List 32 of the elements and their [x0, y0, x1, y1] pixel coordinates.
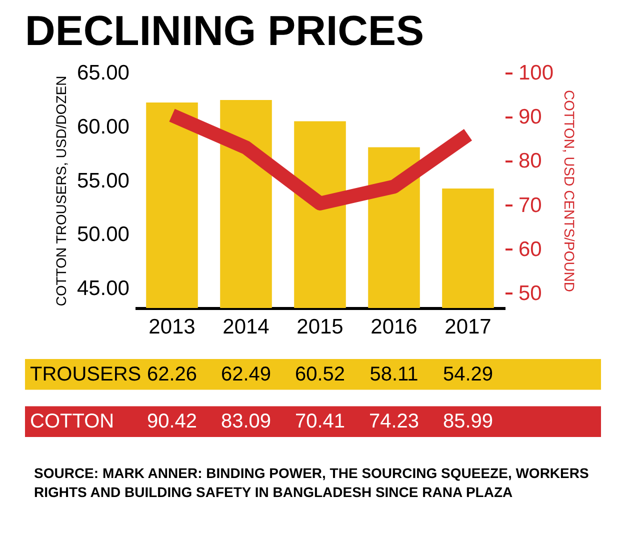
data-label: 90.42	[146, 410, 198, 433]
x-tick-label: 2014	[222, 316, 270, 338]
data-label: 54.29	[442, 363, 494, 386]
data-label: 62.26	[146, 363, 198, 386]
x-tick-label: 2016	[370, 316, 418, 338]
x-tick-label: 2017	[444, 316, 492, 338]
text: COTTON	[30, 410, 114, 433]
y-tick-label: 60.00	[76, 115, 130, 138]
y-tick-label: 45.00	[76, 277, 130, 300]
chart-title: DECLINING PRICES	[25, 7, 424, 54]
data-label: 70.41	[294, 410, 346, 433]
data-label: 62.49	[220, 363, 272, 386]
data-label: 60.52	[294, 363, 346, 386]
data-label: 85.99	[442, 410, 494, 433]
y2-axis-title: COTTON, USD CENTS/POUND	[562, 90, 578, 292]
source-note: SOURCE: MARK ANNER: BINDING POWER, THE SOURCING SQUEEZE, WORKERS RIGHTS AND BUILDING SAFETY IN BANGLADESH SINCE RANA PLAZA	[34, 464, 590, 502]
x-tick-label: 2013	[148, 316, 196, 338]
data-label: 83.09	[220, 410, 272, 433]
data-label: 58.11	[370, 363, 418, 386]
y2-tick-label: 100	[518, 62, 554, 84]
y2-tick-label: 50	[518, 282, 542, 305]
y-tick-label: 65.00	[76, 62, 130, 84]
y-axis-title: COTTON TROUSERS, USD/DOZEN	[52, 76, 69, 306]
y-tick-label: 50.00	[76, 223, 130, 246]
y2-tick-label: 80	[518, 150, 542, 173]
y2-tick-label: 60	[518, 238, 542, 261]
x-tick-label: 2015	[296, 316, 344, 338]
y-tick-label: 55.00	[76, 169, 130, 192]
y2-tick-label: 70	[518, 194, 542, 217]
series-label: TROUSERS	[30, 363, 142, 386]
y2-tick-label: 90	[518, 106, 542, 129]
data-label: 74.23	[368, 410, 420, 433]
